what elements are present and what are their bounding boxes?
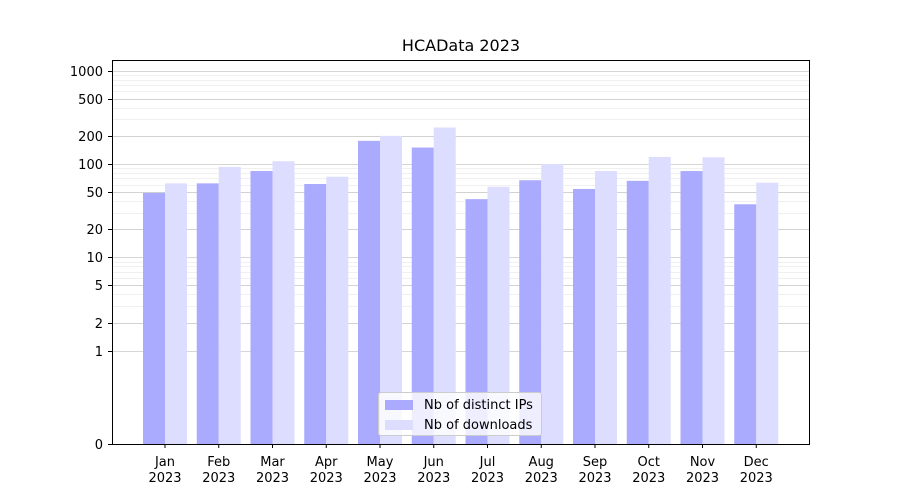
x-tick-label-year: 2023 xyxy=(632,471,665,486)
x-tick-label-year: 2023 xyxy=(686,471,719,486)
y-tick-label: 0 xyxy=(95,438,103,453)
x-tick-label-year: 2023 xyxy=(363,471,396,486)
bar-downloads xyxy=(595,171,617,444)
x-tick-label-month: Jul xyxy=(479,455,496,470)
y-tick-label: 200 xyxy=(78,130,103,145)
x-tick-label-month: Jun xyxy=(423,455,444,470)
x-tick-label-year: 2023 xyxy=(148,471,181,486)
x-tick-label-month: Mar xyxy=(260,455,285,470)
x-tick-label-year: 2023 xyxy=(256,471,289,486)
bar-downloads xyxy=(487,186,510,444)
y-tick-label: 100 xyxy=(78,158,103,173)
x-tick-label-month: Feb xyxy=(207,455,230,470)
bar-downloads xyxy=(648,156,671,445)
bar-distinct-ips xyxy=(250,171,273,444)
bar-distinct-ips xyxy=(519,180,542,445)
y-tick-label: 5 xyxy=(95,279,103,294)
x-tick-label-month: Jan xyxy=(154,455,175,470)
bar-downloads xyxy=(433,127,456,444)
x-tick-label-month: Nov xyxy=(690,455,716,470)
bar-distinct-ips xyxy=(411,147,434,444)
x-tick-label-month: Oct xyxy=(638,455,660,470)
x-tick-label-year: 2023 xyxy=(578,471,611,486)
x-tick-label-year: 2023 xyxy=(202,471,235,486)
bar-distinct-ips xyxy=(626,180,649,444)
y-tick-label: 20 xyxy=(86,223,103,238)
bar-downloads xyxy=(218,166,241,445)
bar-distinct-ips xyxy=(143,192,165,444)
bar-distinct-ips xyxy=(573,188,595,444)
bar-downloads xyxy=(326,176,349,444)
y-tick-label: 500 xyxy=(78,93,103,108)
bar-distinct-ips xyxy=(196,183,219,444)
x-tick-label-year: 2023 xyxy=(310,471,343,486)
tick-layer: 01251020501002005001000Jan2023Feb2023Mar… xyxy=(70,65,773,486)
x-tick-label-month: Sep xyxy=(583,455,608,470)
legend-swatch-series-1 xyxy=(385,400,413,410)
y-tick-label: 50 xyxy=(86,186,103,201)
x-tick-label-year: 2023 xyxy=(417,471,450,486)
y-tick-label: 1 xyxy=(95,345,103,360)
bar-distinct-ips xyxy=(680,171,703,444)
legend-item-series-2: Nb of downloads xyxy=(385,417,532,433)
y-tick-label: 1000 xyxy=(70,65,103,80)
x-tick-label-month: May xyxy=(367,455,394,470)
y-tick-label: 10 xyxy=(86,251,103,266)
bar-distinct-ips xyxy=(734,204,757,444)
bar-layer xyxy=(143,127,779,445)
x-tick-label-year: 2023 xyxy=(525,471,558,486)
legend-label-series-2: Nb of downloads xyxy=(424,417,533,433)
bar-downloads xyxy=(702,157,725,444)
legend-label-series-1: Nb of distinct IPs xyxy=(424,397,533,413)
legend-swatch-series-2 xyxy=(385,420,413,430)
bar-downloads xyxy=(380,135,402,444)
bar-downloads xyxy=(165,183,187,444)
bar-distinct-ips xyxy=(358,140,380,444)
bar-distinct-ips xyxy=(304,184,327,444)
bar-distinct-ips xyxy=(465,199,488,444)
x-tick-label-month: Aug xyxy=(529,455,554,470)
x-tick-label-year: 2023 xyxy=(740,471,773,486)
chart-title: HCAData 2023 xyxy=(402,36,520,55)
x-tick-label-month: Apr xyxy=(315,455,338,470)
x-tick-label-year: 2023 xyxy=(471,471,504,486)
bar-downloads xyxy=(541,163,564,445)
y-tick-label: 2 xyxy=(95,317,103,332)
bar-downloads xyxy=(272,161,295,444)
legend: Nb of distinct IPs Nb of downloads xyxy=(378,392,542,436)
bar-downloads xyxy=(756,182,779,444)
x-tick-label-month: Dec xyxy=(744,455,769,470)
legend-item-series-1: Nb of distinct IPs xyxy=(385,397,533,413)
plot-frame xyxy=(112,60,810,445)
